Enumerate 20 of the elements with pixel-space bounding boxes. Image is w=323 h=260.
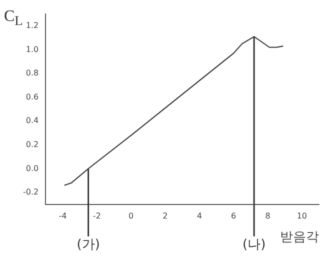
x-tick-label: 6 (231, 211, 236, 220)
ref-line-label: (가) (76, 237, 100, 252)
y-axis-title: C$_{L}$ (4, 8, 23, 30)
y-tick-label: -0.2 (23, 188, 39, 197)
x-tick-label: -2 (92, 211, 101, 220)
x-tick-label: 8 (265, 211, 270, 220)
y-tick-label: 0.4 (26, 116, 39, 126)
x-tick-label: 2 (162, 211, 168, 220)
x-tick-label: 4 (196, 211, 202, 220)
y-tick-label: 0.6 (26, 92, 39, 102)
y-tick-label: 0.8 (26, 68, 39, 78)
x-axis-title: 받음각 (280, 229, 319, 246)
ref-line-label: (나) (242, 237, 266, 252)
x-tick-label: 10 (296, 211, 308, 220)
y-tick-label: 0.0 (26, 164, 39, 173)
y-tick-label: 1.0 (26, 44, 39, 54)
y-tick-label: 1.2 (26, 20, 39, 30)
x-tick-label: -4 (58, 211, 67, 220)
x-tick-label: 0 (128, 211, 134, 220)
y-tick-label: 0.2 (26, 140, 39, 149)
